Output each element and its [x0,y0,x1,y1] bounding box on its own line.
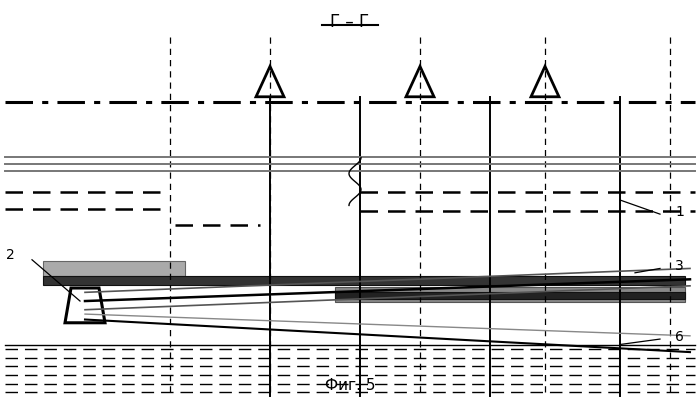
FancyBboxPatch shape [335,292,685,300]
Text: 2: 2 [6,248,15,262]
Text: Г – Г: Г – Г [330,13,370,31]
Text: 6: 6 [675,329,684,343]
Polygon shape [65,288,105,323]
Text: Фиг. 5: Фиг. 5 [325,377,375,392]
FancyBboxPatch shape [335,288,685,302]
Polygon shape [406,67,434,97]
Polygon shape [531,67,559,97]
FancyBboxPatch shape [43,261,185,276]
FancyBboxPatch shape [43,276,685,286]
Text: 3: 3 [675,259,684,273]
Polygon shape [256,67,284,97]
Text: 1: 1 [675,205,684,218]
